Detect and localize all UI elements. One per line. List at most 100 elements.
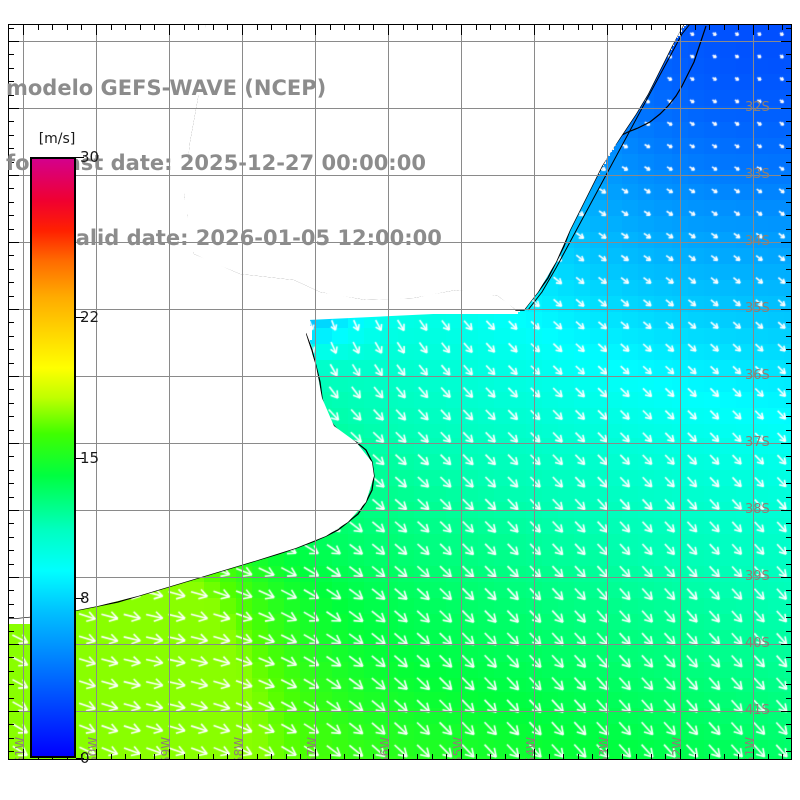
colorbar-tickline-0 (76, 758, 84, 759)
tick-bottom-minor (519, 754, 521, 760)
gridline-lon-58w (242, 24, 243, 760)
tick-top-minor (504, 24, 506, 30)
gridline-lon-56w (388, 24, 389, 760)
tick-top-major-2 (169, 24, 170, 35)
tick-top-minor (694, 24, 696, 30)
tick-top-minor (709, 24, 711, 30)
tick-left-minor (8, 282, 14, 284)
colorbar-tick-0: 0 (80, 749, 90, 767)
colorbar-unit-label: [m/s] (30, 131, 84, 147)
tick-top-major-8 (607, 24, 608, 35)
tick-left-major-6 (8, 443, 19, 444)
tick-left-minor (8, 536, 14, 538)
tick-right-minor (786, 724, 792, 726)
tick-left-major-0 (8, 41, 19, 42)
tick-left-major-7 (8, 510, 19, 511)
tick-bottom-major-7 (534, 749, 535, 760)
tick-left-major-5 (8, 376, 19, 377)
gridline-lon-52w (680, 24, 681, 760)
tick-right-minor (786, 630, 792, 632)
tick-top-minor (198, 24, 200, 30)
tick-bottom-minor (271, 754, 273, 760)
tick-top-minor (271, 24, 273, 30)
tick-left-minor (8, 657, 14, 659)
lon-label-51w: 51W (743, 736, 757, 760)
tick-top-minor (300, 24, 302, 30)
tick-top-minor (154, 24, 156, 30)
tick-right-major-1 (781, 108, 792, 109)
tick-top-minor (183, 24, 185, 30)
tick-right-major-2 (781, 175, 792, 176)
map-plot-area[interactable]: 61W 60W 59W 58W 57W 56W 55W 54W 53W 52W … (8, 24, 792, 760)
tick-right-minor (786, 67, 792, 69)
tick-bottom-minor (183, 754, 185, 760)
tick-left-minor (8, 684, 14, 686)
tick-left-minor (8, 469, 14, 471)
tick-left-minor (8, 349, 14, 351)
tick-bottom-major-8 (607, 749, 608, 760)
tick-top-major-9 (680, 24, 681, 35)
tick-left-minor (8, 27, 14, 29)
tick-bottom-minor (782, 754, 784, 760)
tick-left-minor (8, 255, 14, 257)
tick-bottom-minor (694, 754, 696, 760)
tick-left-minor (8, 215, 14, 217)
lon-label-61w: 61W (13, 736, 27, 760)
gridline-lon-60w (96, 24, 97, 760)
tick-left-minor (8, 54, 14, 56)
tick-right-major-10 (781, 711, 792, 712)
lat-label-40s: 40S (745, 636, 770, 651)
lat-label-38s: 38S (745, 502, 770, 517)
tick-right-minor (786, 228, 792, 230)
tick-bottom-minor (358, 754, 360, 760)
tick-top-minor (256, 24, 258, 30)
tick-right-minor (786, 188, 792, 190)
colorbar-tickline-8 (76, 597, 84, 599)
gridline-lat-39s (8, 577, 792, 578)
colorbar-tickline-22 (76, 317, 84, 319)
tick-left-minor (8, 402, 14, 404)
tick-top-minor (417, 24, 419, 30)
tick-left-minor (8, 563, 14, 565)
tick-right-minor (786, 255, 792, 257)
lat-label-32s: 32S (745, 100, 770, 115)
tick-left-minor (8, 94, 14, 96)
tick-left-minor (8, 523, 14, 525)
tick-top-major-3 (242, 24, 243, 35)
tick-bottom-minor (402, 754, 404, 760)
tick-left-minor (8, 188, 14, 190)
tick-left-major-3 (8, 242, 19, 243)
tick-bottom-minor (139, 754, 141, 760)
tick-top-major-6 (461, 24, 462, 35)
tick-right-minor (786, 697, 792, 699)
tick-right-minor (786, 121, 792, 123)
tick-left-minor (8, 737, 14, 739)
tick-right-major-5 (781, 376, 792, 377)
tick-bottom-minor (198, 754, 200, 760)
colorbar[interactable] (30, 157, 76, 758)
tick-top-minor (358, 24, 360, 30)
tick-right-minor (786, 335, 792, 337)
tick-top-minor (782, 24, 784, 30)
tick-bottom-minor (548, 754, 550, 760)
gridline-lat-31s (8, 41, 792, 42)
tick-left-minor (8, 268, 14, 270)
tick-bottom-minor (256, 754, 258, 760)
lat-label-37s: 37S (745, 435, 770, 450)
colorbar-tick-22: 22 (80, 308, 100, 327)
tick-bottom-minor (154, 754, 156, 760)
tick-left-major-10 (8, 711, 19, 712)
tick-right-minor (786, 523, 792, 525)
gridline-lon-51w (753, 24, 754, 760)
tick-top-minor (563, 24, 565, 30)
tick-right-major-7 (781, 510, 792, 511)
tick-top-minor (490, 24, 492, 30)
tick-top-minor (52, 24, 54, 30)
tick-left-minor (8, 496, 14, 498)
tick-left-minor (8, 148, 14, 150)
tick-top-major-1 (96, 24, 97, 35)
tick-bottom-major-1 (96, 749, 97, 760)
tick-right-minor (786, 134, 792, 136)
tick-top-minor (592, 24, 594, 30)
